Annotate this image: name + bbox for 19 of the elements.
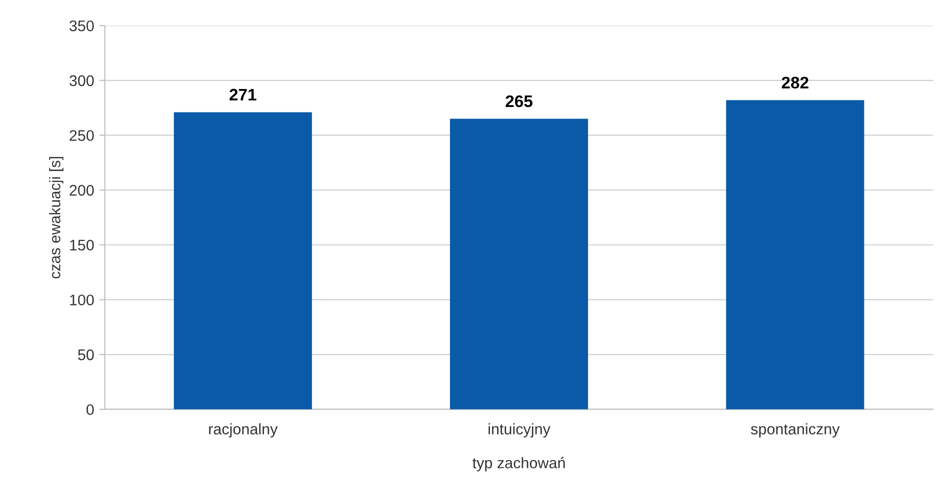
data-label: 265: [506, 95, 532, 108]
x-tick-label: spontaniczny: [750, 423, 840, 438]
x-tick-label: intuicyjny: [488, 423, 550, 438]
y-tick-label: 0: [86, 404, 94, 416]
y-tick-label: 100: [70, 294, 94, 306]
y-axis-title: czas ewakuacji [s]: [49, 156, 64, 278]
y-tick-label: 300: [70, 75, 94, 86]
x-axis-title: typ zachowań: [472, 456, 565, 472]
y-tick-label: 50: [78, 349, 94, 360]
y-tick-label: 150: [70, 240, 94, 251]
bar: [726, 100, 864, 410]
data-label: 271: [230, 88, 256, 100]
bar: [174, 112, 312, 410]
bar: [450, 118, 588, 410]
y-tick-label: 350: [70, 20, 94, 32]
y-tick-label: 250: [70, 130, 94, 141]
y-tick-label: 200: [70, 184, 94, 196]
data-label: 282: [782, 76, 808, 89]
x-tick-label: racjonalny: [209, 423, 278, 438]
